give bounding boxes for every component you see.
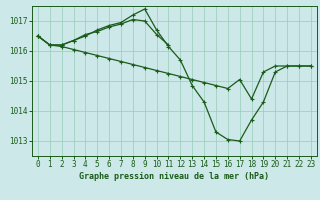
X-axis label: Graphe pression niveau de la mer (hPa): Graphe pression niveau de la mer (hPa) [79, 172, 269, 181]
